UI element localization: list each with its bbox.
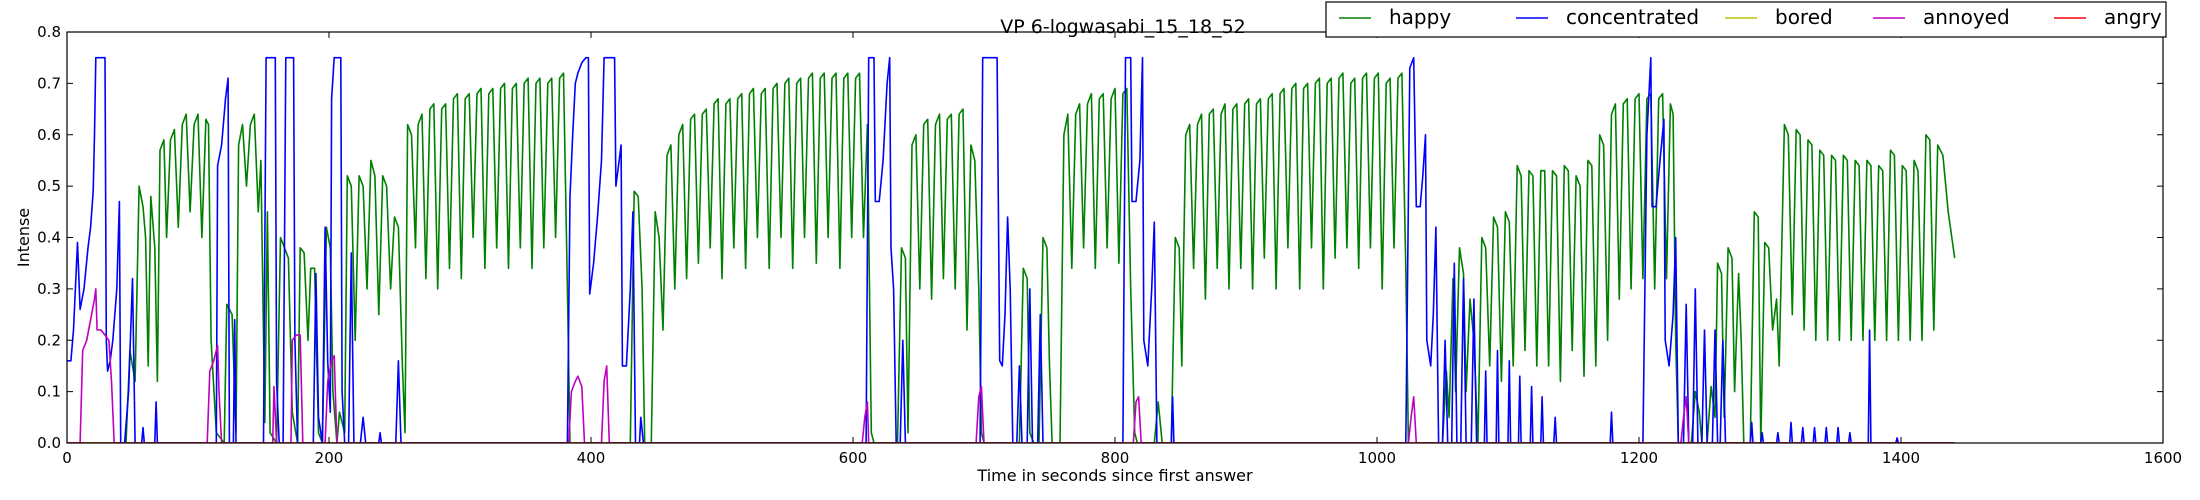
y-axis-label: Intense [14, 208, 33, 267]
x-tick-label: 600 [839, 449, 868, 467]
legend-box [1325, 1, 2167, 38]
series-lines [67, 56, 1956, 443]
legend-label-concentrated: concentrated [1566, 5, 1699, 29]
legend-label-happy: happy [1389, 5, 1451, 29]
y-tick-label: 0.3 [37, 280, 61, 298]
series-line-annoyed [67, 288, 1955, 443]
legend-label-annoyed: annoyed [1923, 5, 2010, 29]
x-tick-label: 200 [315, 449, 344, 467]
y-tick-label: 0.6 [37, 126, 61, 144]
series-line-concentrated [67, 56, 1955, 443]
x-tick-label: 0 [62, 449, 72, 467]
legend-label-bored: bored [1775, 5, 1833, 29]
x-tick-label: 1600 [2144, 449, 2182, 467]
legend-label-angry: angry [2104, 5, 2162, 29]
y-tick-label: 0.7 [37, 74, 61, 92]
y-tick-label: 0.8 [37, 23, 61, 41]
series-line-happy [67, 72, 1956, 443]
x-tick-label: 1400 [1882, 449, 1920, 467]
y-tick-label: 0.5 [37, 177, 61, 195]
x-tick-label: 1200 [1620, 449, 1658, 467]
axes: 0 200 400 600 800 1000 1200 1400 1600 0.0 0.1 0.2 0.… [37, 23, 2182, 467]
x-tick-label: 400 [577, 449, 606, 467]
y-tick-label: 0.4 [37, 229, 61, 247]
x-tick-label: 800 [1101, 449, 1130, 467]
x-tick-label: 1000 [1358, 449, 1396, 467]
y-tick-label: 0.0 [37, 434, 61, 452]
legend: happy concentrated bored annoyed angry [1325, 1, 2167, 38]
x-axis-label: Time in seconds since first answer [976, 466, 1253, 485]
y-tick-label: 0.1 [37, 383, 61, 401]
chart-title: VP 6-logwasabi_15_18_52 [1000, 16, 1246, 38]
y-tick-label: 0.2 [37, 331, 61, 349]
